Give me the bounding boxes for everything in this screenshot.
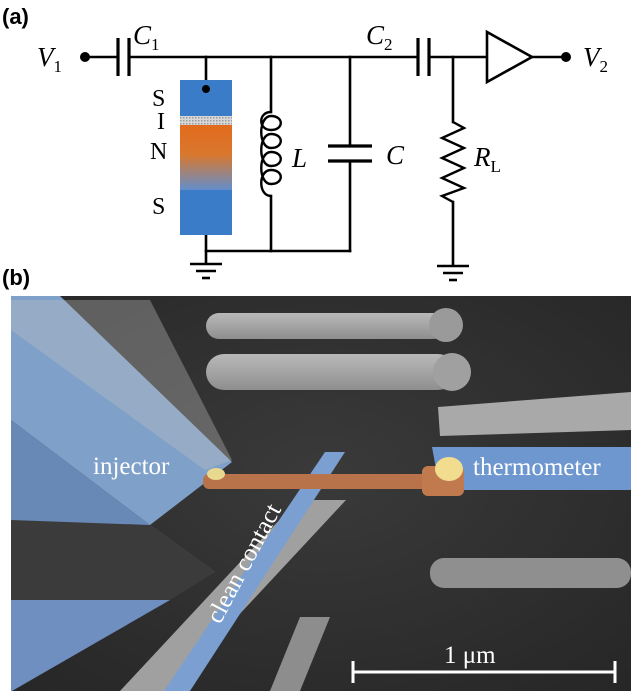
v2-label: V2 — [583, 42, 608, 76]
c2-label: C2 — [366, 20, 393, 54]
svg-text:S: S — [152, 194, 165, 220]
svg-text:S: S — [152, 86, 165, 112]
capacitor-c2-symbol — [416, 38, 431, 76]
scale-bar-label: 1 μm — [444, 642, 496, 669]
thermometer-label: thermometer — [473, 454, 601, 481]
sem-micrograph: injector thermometer clean contact 1 μm — [11, 296, 631, 691]
v2-terminal — [561, 52, 571, 62]
panel-b-label: (b) — [2, 265, 30, 290]
c1-label: C1 — [133, 20, 160, 54]
amplifier-icon — [485, 29, 535, 85]
ground-icon — [437, 264, 469, 282]
injector-contact-pad — [207, 468, 225, 480]
capacitor-c1-symbol — [116, 38, 131, 76]
resistor-label: RL — [473, 142, 501, 176]
thermometer-contact-pad — [435, 457, 463, 481]
capacitor-label: C — [386, 140, 405, 170]
electrode-stripes — [206, 308, 631, 588]
sins-junction — [180, 80, 232, 235]
svg-text:N: N — [150, 139, 167, 165]
inductor-l-symbol — [260, 110, 282, 198]
panel-a-label: (a) — [2, 4, 29, 29]
inductor-label: L — [291, 143, 307, 173]
junction-node — [202, 85, 210, 93]
scale-bar — [351, 661, 617, 683]
injector-label: injector — [93, 453, 170, 480]
svg-text:I: I — [157, 109, 165, 135]
clean-contact-electrode — [164, 452, 345, 691]
resistor-rl-symbol — [439, 120, 468, 204]
ground-icon — [190, 262, 222, 280]
circuit-wires — [83, 55, 567, 267]
v1-label: V1 — [37, 42, 62, 76]
junction-layer-labels: S I N S — [150, 86, 167, 220]
injector-electrode — [11, 296, 232, 525]
normal-metal-island — [203, 474, 443, 489]
capacitor-c-symbol — [328, 144, 372, 163]
thermometer-electrode — [432, 447, 631, 490]
